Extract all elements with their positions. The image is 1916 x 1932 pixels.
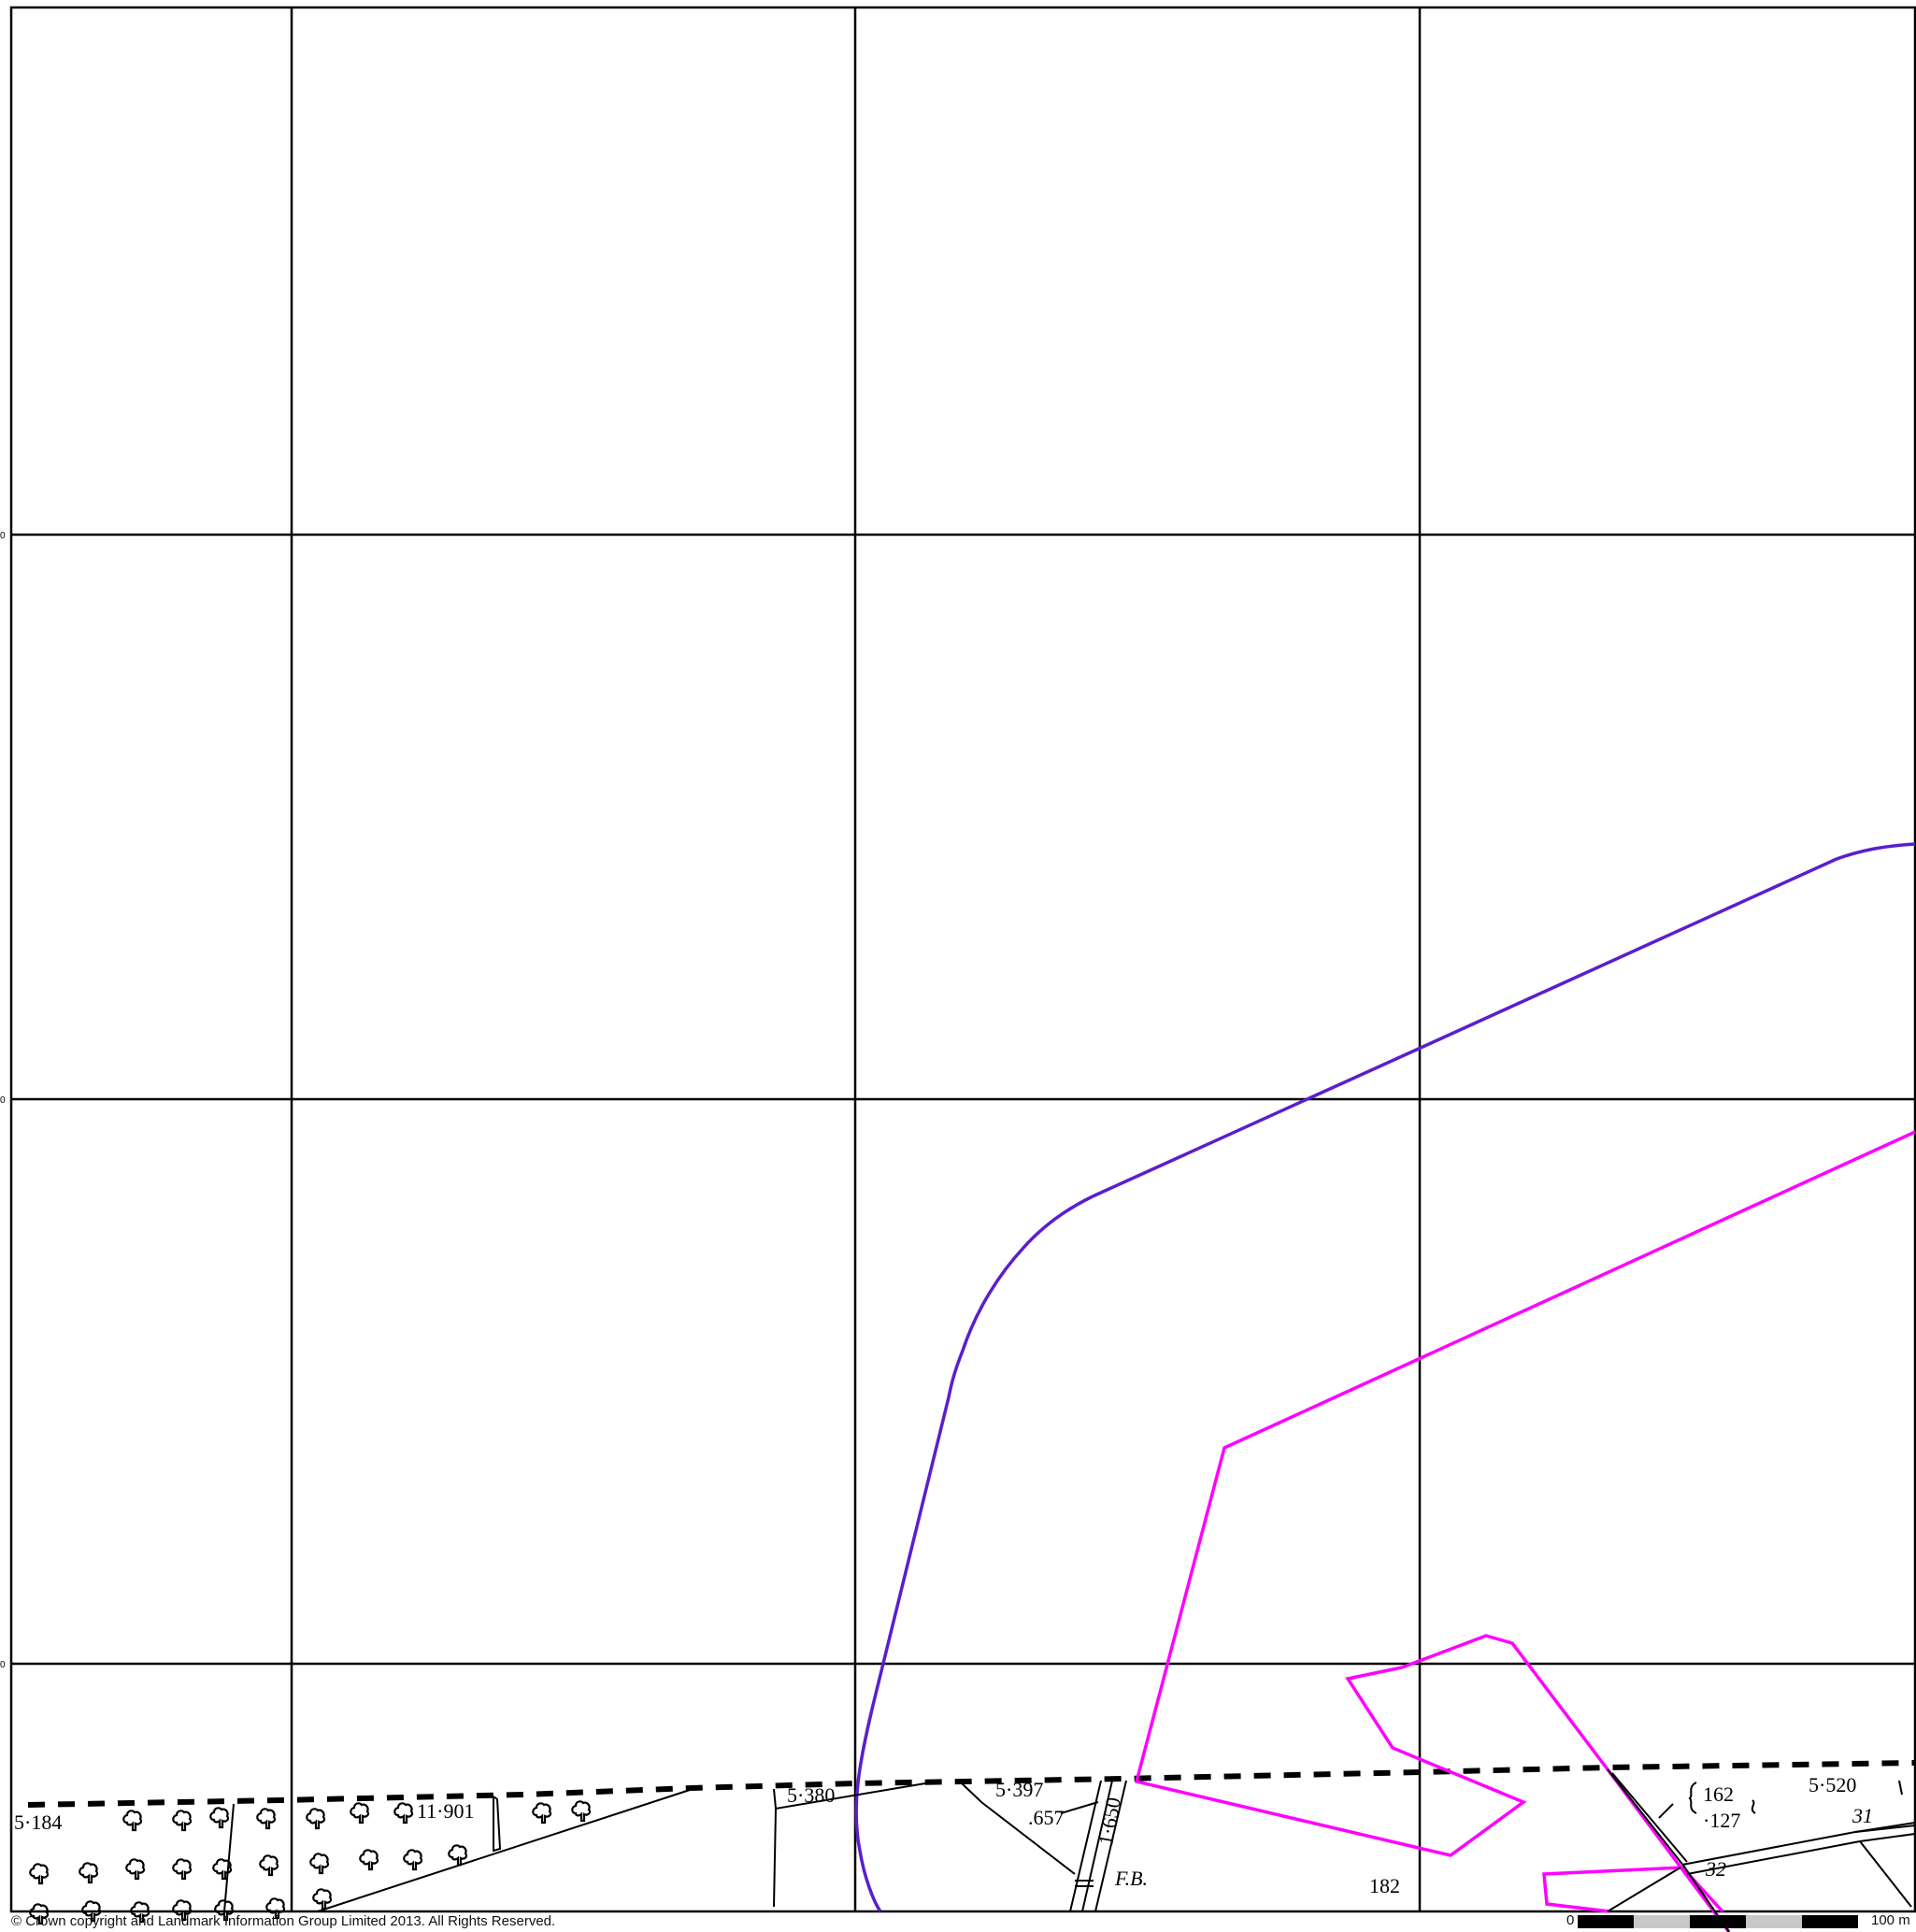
grid-lines [9,6,1916,1913]
site-boundary [1134,1130,1916,1932]
map-label: 5·520 [1809,1773,1856,1796]
map-label: 5·380 [787,1783,835,1807]
buffer-boundary [854,842,1916,1913]
scale-segment [1802,1915,1858,1928]
map-border [9,6,1916,1913]
scale-start-label: 0 [1566,1912,1575,1928]
scale-end-label: 100 m [1871,1912,1910,1928]
map-label: 11·901 [417,1799,475,1823]
scale-segment [1690,1915,1746,1928]
map-label: 1·650 [1094,1796,1125,1847]
copyright-notice: © Crown copyright and Landmark Informati… [11,1913,556,1929]
map-label: .657 [1028,1806,1065,1829]
grid-tick-label: 0 [0,531,6,541]
field-boundaries [223,1768,1916,1932]
map-label: F.B. [1114,1867,1148,1890]
scale-segment [1634,1915,1690,1928]
map-label: 5·397 [995,1778,1043,1801]
grid-tick-label: 0 [0,1660,6,1670]
map-label: ·127 [1703,1809,1740,1832]
dashed-boundary-line [27,1760,1916,1808]
scale-segment [1578,1915,1634,1928]
map-label: 31 [1852,1804,1873,1827]
scale-bar: 0 100 m [1566,1912,1916,1929]
map-label: 182 [1369,1874,1400,1897]
map-label: 162 [1703,1782,1734,1806]
map-label: 32 [1705,1857,1726,1881]
map-label: 5·184 [14,1810,62,1834]
grid-tick-label: 0 [0,1095,6,1106]
scale-segment [1746,1915,1802,1928]
woodland-symbols [29,1800,592,1925]
